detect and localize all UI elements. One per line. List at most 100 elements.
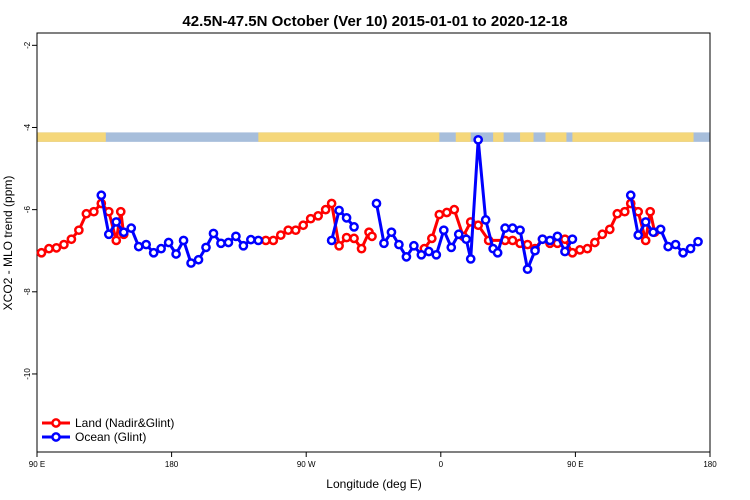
series-1-point-27 <box>379 238 389 249</box>
mask-band-land-1 <box>258 132 440 142</box>
series-1-point-10 <box>171 249 181 259</box>
series-1-point-20 <box>246 234 256 245</box>
series-0-point-10 <box>111 235 122 246</box>
series-1-point-14 <box>201 242 211 253</box>
series-1-point-61 <box>678 247 688 258</box>
series-0-point-46 <box>560 234 570 245</box>
x-axis-label: Longitude (deg E) <box>326 477 421 491</box>
legend-marker-0 <box>51 418 61 428</box>
series-1-point-16 <box>216 238 226 249</box>
series-0-point-24 <box>341 232 352 243</box>
series-0-point-58 <box>645 206 656 217</box>
series-1-point-46 <box>515 225 525 236</box>
series-1-point-49 <box>537 234 548 245</box>
series-0-point-25 <box>349 233 359 244</box>
series-0-point-39 <box>507 235 518 246</box>
series-1-line-1 <box>330 209 356 241</box>
series-1-point-60 <box>670 239 681 250</box>
series-1-point-39 <box>465 254 476 264</box>
series-1-point-54 <box>625 190 636 201</box>
legend-label-1: Ocean (Glint) <box>75 430 146 444</box>
series-1-point-33 <box>423 246 434 257</box>
y-tick-label-0: -2 <box>23 41 32 49</box>
series-1-point-3 <box>118 227 129 238</box>
series-0-point-52 <box>604 224 615 235</box>
series-1-point-17 <box>223 237 234 248</box>
series-1-point-13 <box>193 254 204 265</box>
series-1-point-4 <box>126 223 137 233</box>
x-axis: 90 E 180 90 W 0 90 E 180 <box>29 452 717 469</box>
plot-area-frame <box>36 32 711 453</box>
mask-band-land-6 <box>572 132 694 142</box>
series-0-point-21 <box>320 204 331 215</box>
y-axis-label: XCO2 - MLO trend (ppm) <box>1 176 15 311</box>
series-1-point-37 <box>453 229 464 240</box>
series-0-point-36 <box>473 220 484 231</box>
series-1-point-5 <box>133 241 144 252</box>
series-1-point-18 <box>231 231 241 242</box>
series-0-point-47 <box>567 247 578 258</box>
series-0-point-15 <box>275 230 286 240</box>
series-0-point-26 <box>356 243 367 254</box>
series-0-point-48 <box>575 245 585 255</box>
series-1-point-41 <box>480 215 491 225</box>
y-tick-label-4: -10 <box>23 368 32 380</box>
series-0-point-11 <box>115 206 126 217</box>
series-1-point-24 <box>341 213 352 223</box>
series-1-point-55 <box>633 230 644 240</box>
series-1-line-2 <box>375 138 574 271</box>
series-0-point-14 <box>268 235 279 246</box>
series-1-point-25 <box>349 222 359 232</box>
series-1-point-34 <box>431 249 442 260</box>
series-0-point-50 <box>589 237 600 248</box>
series-1-point-9 <box>163 237 174 248</box>
series-1-point-8 <box>156 243 166 254</box>
series-0-point-19 <box>305 213 316 224</box>
mask-band-land-2 <box>455 132 471 142</box>
series-0-point-51 <box>597 229 608 240</box>
series-1-point-59 <box>663 241 673 252</box>
series-1-point-56 <box>640 217 651 227</box>
series-0-point-33 <box>449 204 460 215</box>
series-0-point-53 <box>612 208 623 219</box>
series-1-point-63 <box>693 236 703 247</box>
series-1-point-28 <box>386 227 397 238</box>
series-0-point-2 <box>51 242 62 253</box>
x-tick-label-5: 180 <box>703 460 717 469</box>
series-1 <box>96 134 703 275</box>
series-1-point-1 <box>103 229 114 240</box>
series-0-point-28 <box>367 231 377 242</box>
series-0-point-30 <box>426 233 437 244</box>
x-tick-label-4: 90 E <box>567 460 583 469</box>
series-0-point-5 <box>74 225 84 236</box>
x-tick-label-0: 90 E <box>29 460 45 469</box>
series-1-point-15 <box>208 228 219 239</box>
series-1-point-48 <box>530 245 540 256</box>
series-1-point-50 <box>545 235 555 246</box>
mask-band-land-3 <box>493 132 504 142</box>
series-0-point-41 <box>522 239 533 250</box>
series-1-point-2 <box>111 217 122 227</box>
x-tick-label-2: 90 W <box>297 460 316 469</box>
series-1-point-12 <box>186 258 196 268</box>
series-0-point-18 <box>298 220 309 231</box>
series-1-point-26 <box>371 198 382 209</box>
series-0-point-16 <box>283 225 294 236</box>
series-1-point-6 <box>141 239 152 250</box>
series-0-point-3 <box>59 239 69 250</box>
series-1-point-23 <box>334 205 344 216</box>
series-1-point-35 <box>438 225 449 236</box>
series-1-point-38 <box>461 234 472 245</box>
series-0-point-31 <box>434 209 445 220</box>
series-group <box>36 134 703 275</box>
series-0-point-6 <box>81 208 92 219</box>
land-ocean-mask-band <box>37 132 710 142</box>
series-0-point-1 <box>44 243 54 254</box>
series-1-point-31 <box>409 240 419 251</box>
x-tick-label-1: 180 <box>165 460 179 469</box>
series-1-point-52 <box>560 246 570 257</box>
series-0-point-57 <box>640 235 651 246</box>
legend-label-0: Land (Nadir&Glint) <box>75 416 174 430</box>
series-1-point-44 <box>500 223 510 233</box>
